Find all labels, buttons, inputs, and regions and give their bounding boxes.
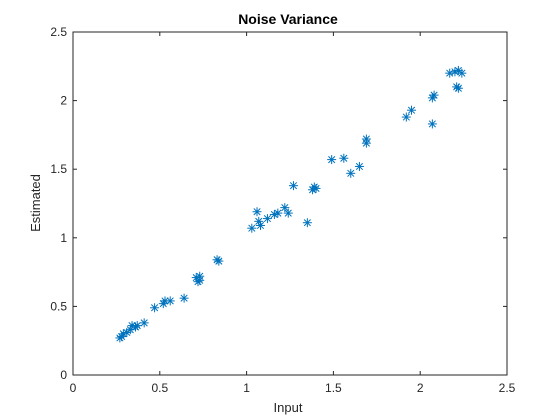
data-point — [361, 134, 371, 144]
data-point — [311, 183, 321, 193]
data-point — [212, 255, 222, 265]
x-tick-label: 2.5 — [499, 381, 516, 395]
data-point — [445, 68, 455, 78]
y-axis-title: Estimated — [28, 174, 43, 232]
data-point — [255, 220, 265, 230]
data-point — [179, 293, 189, 303]
x-tick-label: 1 — [243, 381, 250, 395]
x-axis-title: Input — [274, 400, 303, 415]
data-point — [427, 119, 437, 129]
data-point — [288, 181, 298, 191]
data-point — [283, 208, 293, 218]
data-point — [327, 155, 337, 165]
chart-title: Noise Variance — [238, 11, 338, 27]
axes — [72, 31, 508, 376]
data-point — [247, 223, 257, 233]
data-point — [346, 168, 356, 178]
data-point — [165, 296, 175, 306]
data-point — [457, 68, 467, 78]
data-point — [354, 161, 364, 171]
x-tick-label: 2 — [417, 381, 424, 395]
data-point — [273, 208, 283, 218]
data-point — [401, 112, 411, 122]
data-point — [280, 203, 290, 213]
data-point — [139, 318, 149, 328]
y-tick-label: 1.5 — [50, 162, 67, 176]
data-points — [115, 65, 467, 343]
y-tick-label: 2.5 — [50, 25, 67, 39]
data-point — [150, 303, 160, 313]
y-tick-label: 0 — [60, 368, 67, 382]
data-point — [339, 153, 349, 163]
data-point — [252, 207, 262, 217]
axis-ticks: 0 0.5 1 1.5 2 2.5 0 0.5 1 1.5 2 2.5 — [50, 25, 515, 395]
data-point — [302, 218, 312, 228]
data-point — [195, 275, 205, 285]
y-tick-label: 0.5 — [50, 299, 67, 313]
x-tick-label: 0 — [70, 381, 77, 395]
x-tick-label: 0.5 — [151, 381, 168, 395]
y-tick-label: 1 — [60, 231, 67, 245]
x-tick-label: 1.5 — [325, 381, 342, 395]
data-point — [262, 214, 272, 224]
data-point — [132, 321, 142, 331]
data-point — [429, 90, 439, 100]
data-point — [453, 83, 463, 93]
plot-frame — [72, 31, 508, 376]
y-tick-label: 2 — [60, 94, 67, 108]
data-point — [407, 105, 417, 115]
